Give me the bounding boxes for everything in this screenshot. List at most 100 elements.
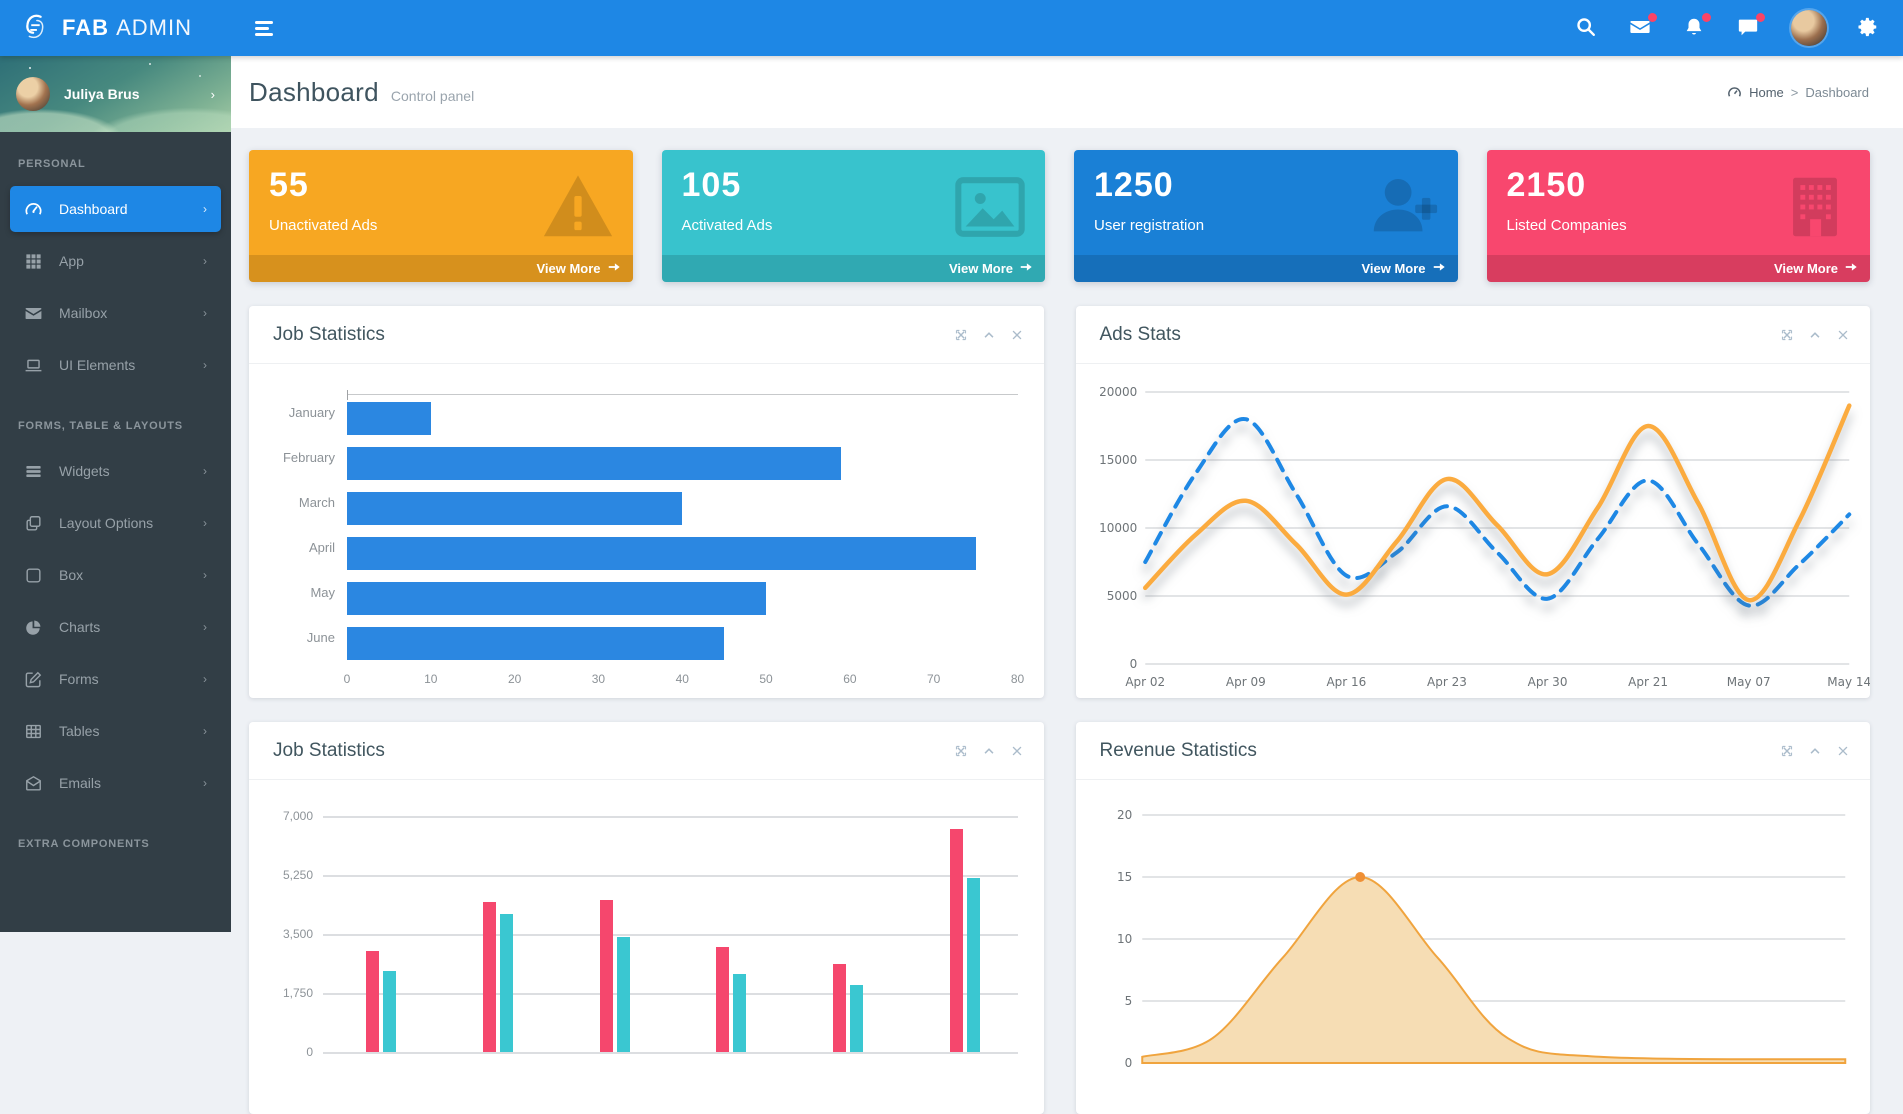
x-axis-tick: 10 <box>424 672 437 686</box>
bar-teal-may <box>850 985 863 1052</box>
user-avatar <box>16 77 50 111</box>
sidebar-toggle-icon[interactable] <box>255 18 281 38</box>
view-more-button[interactable]: View More <box>1074 255 1458 282</box>
expand-icon[interactable] <box>954 744 968 758</box>
expand-icon[interactable] <box>1780 744 1794 758</box>
mail-icon[interactable] <box>1629 16 1653 40</box>
view-more-button[interactable]: View More <box>662 255 1046 282</box>
close-icon[interactable] <box>1836 328 1850 342</box>
box-icon <box>24 566 43 585</box>
sidebar-item-dashboard[interactable]: Dashboard› <box>10 186 221 232</box>
user-avatar[interactable] <box>1791 10 1827 46</box>
sidebar-item-forms[interactable]: Forms› <box>10 656 221 702</box>
gridline <box>323 934 1018 936</box>
sidebar-item-ui-elements[interactable]: UI Elements› <box>10 342 221 388</box>
y-axis-tick: 3,500 <box>261 927 313 941</box>
bar-pink-jan <box>366 951 379 1052</box>
panel-title: Job Statistics <box>273 324 385 346</box>
expand-icon[interactable] <box>1780 328 1794 342</box>
home-gauge-icon <box>1727 85 1742 100</box>
svg-text:Apr 30: Apr 30 <box>1527 675 1567 689</box>
search-icon[interactable] <box>1575 16 1599 40</box>
sidebar-item-label: Tables <box>59 723 187 739</box>
expand-icon[interactable] <box>954 328 968 342</box>
messages-icon[interactable] <box>1737 16 1761 40</box>
panel-title: Ads Stats <box>1100 324 1181 346</box>
close-icon[interactable] <box>1836 744 1850 758</box>
collapse-icon[interactable] <box>982 744 996 758</box>
hbar-march <box>347 492 682 525</box>
arrow-right-icon <box>1432 260 1446 277</box>
sidebar-item-widgets[interactable]: Widgets› <box>10 448 221 494</box>
close-icon[interactable] <box>1010 328 1024 342</box>
collapse-icon[interactable] <box>982 328 996 342</box>
x-axis-tick: 40 <box>676 672 689 686</box>
sidebar-item-label: App <box>59 253 187 269</box>
panel-title: Job Statistics <box>273 740 385 762</box>
collapse-icon[interactable] <box>1808 744 1822 758</box>
sidebar-item-label: Emails <box>59 775 187 791</box>
y-axis-tick: 5,250 <box>261 868 313 882</box>
layers-icon <box>24 514 43 533</box>
chevron-right-icon: › <box>203 306 207 320</box>
view-more-button[interactable]: View More <box>249 255 633 282</box>
breadcrumb: Home > Dashboard <box>1727 85 1869 100</box>
image-icon <box>951 168 1029 246</box>
gear-icon[interactable] <box>1857 16 1881 40</box>
notifications-icon[interactable] <box>1683 16 1707 40</box>
chevron-right-icon: › <box>203 568 207 582</box>
user-name: Juliya Brus <box>64 86 197 102</box>
sidebar-item-emails[interactable]: Emails› <box>10 760 221 806</box>
chevron-right-icon: › <box>203 464 207 478</box>
bar-teal-feb <box>500 914 513 1052</box>
sidebar-item-mailbox[interactable]: Mailbox› <box>10 290 221 336</box>
gridline <box>323 816 1018 818</box>
close-icon[interactable] <box>1010 744 1024 758</box>
collapse-icon[interactable] <box>1808 328 1822 342</box>
sidebar-item-tables[interactable]: Tables› <box>10 708 221 754</box>
pie-icon <box>24 618 43 637</box>
gridline <box>323 993 1018 995</box>
bar-category-label: March <box>263 484 347 529</box>
svg-text:Apr 09: Apr 09 <box>1225 675 1265 689</box>
revenue-area-series <box>1142 877 1845 1063</box>
brand-bold: FAB <box>62 15 109 40</box>
gauge-icon <box>24 200 43 219</box>
bar-teal-jan <box>383 971 396 1052</box>
sidebar-item-charts[interactable]: Charts› <box>10 604 221 650</box>
panel-title: Revenue Statistics <box>1100 740 1257 762</box>
svg-text:5000: 5000 <box>1106 589 1137 603</box>
sidebar-item-layout-options[interactable]: Layout Options› <box>10 500 221 546</box>
chevron-right-icon: › <box>203 358 207 372</box>
x-axis-tick: 20 <box>508 672 521 686</box>
sidebar-item-label: Box <box>59 567 187 583</box>
breadcrumb-separator: > <box>1791 85 1799 100</box>
bar-category-label: June <box>263 619 347 664</box>
chevron-right-icon: › <box>203 672 207 686</box>
laptop-icon <box>24 356 43 375</box>
svg-text:10000: 10000 <box>1099 521 1137 535</box>
notification-badge <box>1648 13 1657 22</box>
svg-text:0: 0 <box>1129 657 1137 671</box>
breadcrumb-home-link[interactable]: Home <box>1749 85 1784 100</box>
sidebar-item-app[interactable]: App› <box>10 238 221 284</box>
sidebar-item-box[interactable]: Box › <box>10 552 221 598</box>
sidebar-section-label: PERSONAL <box>0 132 231 180</box>
chevron-right-icon: › <box>203 202 207 216</box>
bar-pink-mar <box>600 900 613 1052</box>
svg-text:20: 20 <box>1116 808 1131 822</box>
hbar-february <box>347 447 841 480</box>
bar-pink-apr <box>716 947 729 1052</box>
y-axis-tick: 7,000 <box>261 809 313 823</box>
chevron-right-icon: › <box>203 516 207 530</box>
view-more-button[interactable]: View More <box>1487 255 1871 282</box>
sidebar-user-panel[interactable]: Juliya Brus › <box>0 56 231 132</box>
svg-text:Apr 21: Apr 21 <box>1628 675 1668 689</box>
brand[interactable]: FAB ADMIN <box>0 0 231 56</box>
